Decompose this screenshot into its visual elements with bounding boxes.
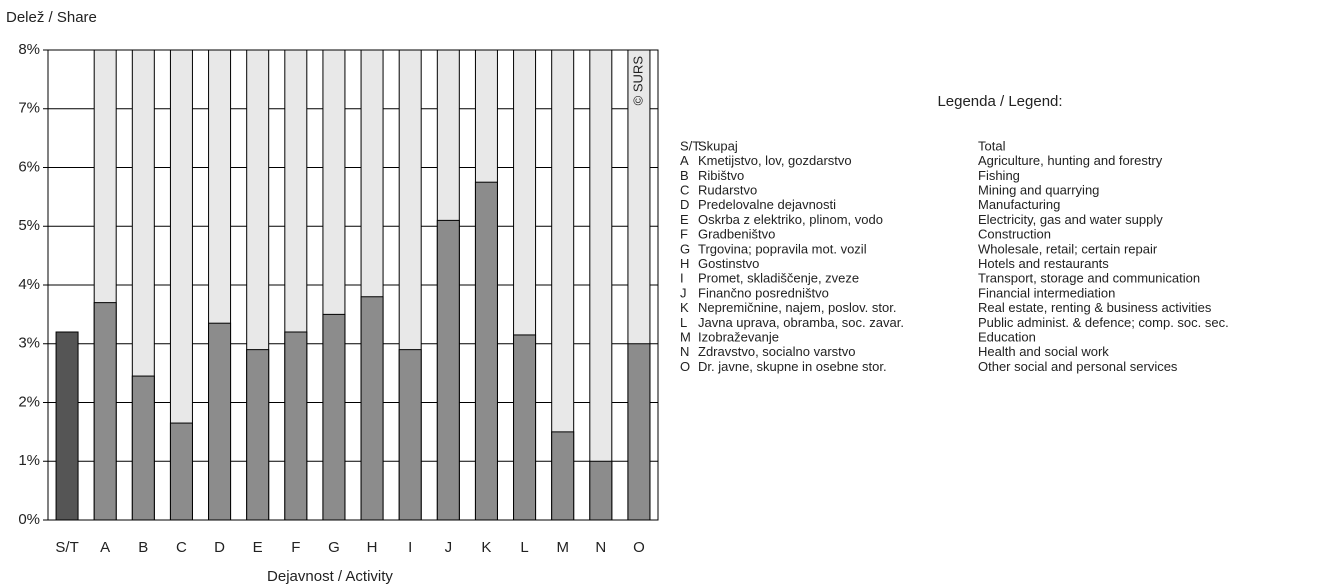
legend-label: Nepremičnine, najem, poslov. stor.: [698, 300, 896, 315]
legend-label: Wholesale, retail; certain repair: [978, 241, 1158, 256]
legend-label: Financial intermediation: [978, 285, 1115, 300]
bar: [284, 331, 308, 521]
x-tick-label: N: [595, 539, 606, 556]
x-axis-title: Dejavnost / Activity: [267, 568, 393, 585]
legend-code: O: [680, 359, 690, 374]
legend-code: I: [680, 271, 684, 286]
legend-label: Total: [978, 138, 1006, 153]
legend-label: Fishing: [978, 168, 1020, 183]
bar: [627, 343, 651, 521]
legend-code: C: [680, 183, 689, 198]
legend-title: Legenda / Legend:: [937, 93, 1062, 110]
legend-code: B: [680, 168, 689, 183]
y-tick-label: 4%: [18, 276, 40, 293]
bar: [360, 296, 384, 521]
y-tick-label: 5%: [18, 217, 40, 234]
legend-label: Ribištvo: [698, 168, 744, 183]
legend-label: Gostinstvo: [698, 256, 759, 271]
x-tick-label: L: [520, 539, 528, 556]
legend-label: Other social and personal services: [978, 359, 1178, 374]
legend-code: M: [680, 330, 691, 345]
y-tick-label: 6%: [18, 158, 40, 175]
legend-label: Public administ. & defence; comp. soc. s…: [978, 315, 1229, 330]
legend-label: Izobraževanje: [698, 330, 779, 345]
bar: [169, 422, 193, 521]
y-tick-label: 8%: [18, 41, 40, 58]
bar: [93, 302, 117, 521]
legend-label: Skupaj: [698, 138, 738, 153]
x-tick-label: D: [214, 539, 225, 556]
legend-label: Hotels and restaurants: [978, 256, 1109, 271]
legend-code: L: [680, 315, 687, 330]
legend-label: Education: [978, 330, 1036, 345]
x-tick-label: O: [633, 539, 645, 556]
legend-label: Agriculture, hunting and forestry: [978, 153, 1163, 168]
bar-track: [589, 49, 613, 521]
x-tick-label: E: [253, 539, 263, 556]
bar: [436, 219, 460, 521]
legend-code: D: [680, 197, 689, 212]
legend-label: Real estate, renting & business activiti…: [978, 300, 1212, 315]
x-tick-label: F: [291, 539, 300, 556]
legend-label: Kmetijstvo, lov, gozdarstvo: [698, 153, 852, 168]
legend-label: Javna uprava, obramba, soc. zavar.: [698, 315, 904, 330]
x-tick-label: G: [328, 539, 340, 556]
x-tick-label: H: [367, 539, 378, 556]
x-tick-label: I: [408, 539, 412, 556]
legend-code: F: [680, 227, 688, 242]
x-tick-label: J: [445, 539, 453, 556]
bar: [589, 460, 613, 521]
y-tick-label: 0%: [18, 511, 40, 528]
annotation: © SURS: [630, 56, 645, 106]
legend-label: Finančno posredništvo: [698, 285, 829, 300]
y-tick-label: 7%: [18, 100, 40, 117]
y-tick-label: 1%: [18, 452, 40, 469]
bar: [208, 322, 232, 521]
legend-code: S/T: [680, 138, 700, 153]
plot-frame: [47, 49, 659, 521]
x-tick-label: B: [138, 539, 148, 556]
legend-label: Predelovalne dejavnosti: [698, 197, 836, 212]
legend-label: Promet, skladiščenje, zveze: [698, 271, 859, 286]
legend-code: K: [680, 300, 689, 315]
bar: [246, 349, 270, 521]
legend-label: Dr. javne, skupne in osebne stor.: [698, 359, 887, 374]
bar: [131, 375, 155, 521]
legend-label: Health and social work: [978, 344, 1109, 359]
legend-label: Rudarstvo: [698, 183, 757, 198]
legend-code: H: [680, 256, 689, 271]
x-tick-label: K: [481, 539, 491, 556]
legend-label: Gradbeništvo: [698, 227, 775, 242]
bar: [474, 181, 498, 521]
x-tick-label: C: [176, 539, 187, 556]
bar: [55, 331, 79, 521]
legend-label: Mining and quarrying: [978, 183, 1099, 198]
bar: [398, 349, 422, 521]
y-tick-label: 2%: [18, 393, 40, 410]
legend-label: Construction: [978, 227, 1051, 242]
bar: [551, 431, 575, 521]
legend-code: N: [680, 344, 689, 359]
y-axis-title: Delež / Share: [6, 9, 97, 26]
bar: [513, 334, 537, 521]
legend-label: Transport, storage and communication: [978, 271, 1200, 286]
legend-label: Trgovina; popravila mot. vozil: [698, 241, 867, 256]
legend-label: Manufacturing: [978, 197, 1060, 212]
legend-label: Zdravstvo, socialno varstvo: [698, 344, 856, 359]
legend-code: E: [680, 212, 689, 227]
x-tick-label: M: [556, 539, 569, 556]
x-tick-label: A: [100, 539, 110, 556]
y-tick-label: 3%: [18, 335, 40, 352]
legend-code: J: [680, 285, 687, 300]
legend-code: G: [680, 241, 690, 256]
bar: [322, 313, 346, 521]
x-tick-label: S/T: [55, 539, 78, 556]
legend-label: Electricity, gas and water supply: [978, 212, 1163, 227]
legend-label: Oskrba z elektriko, plinom, vodo: [698, 212, 883, 227]
legend-code: A: [680, 153, 689, 168]
